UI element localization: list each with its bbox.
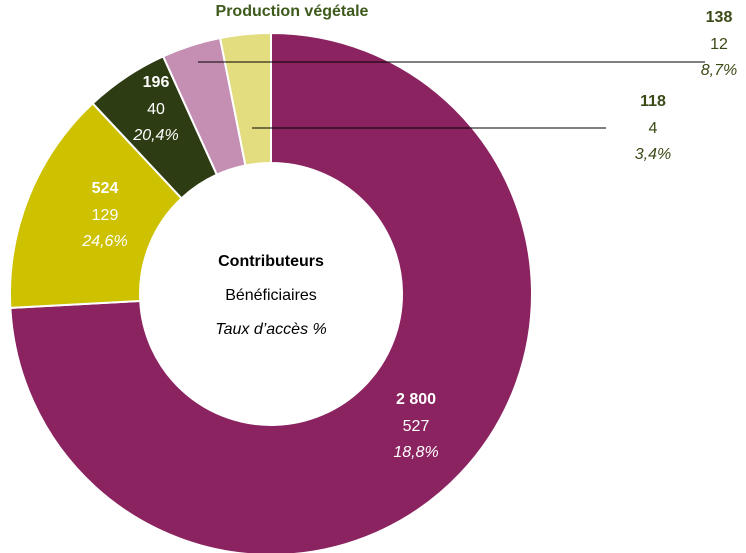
value-label: 524: [92, 180, 119, 197]
slices: [9, 31, 533, 553]
value-label: 118: [640, 93, 666, 110]
beneficiaries-label: 4: [649, 120, 658, 137]
rate-label: 3,4%: [635, 146, 671, 163]
rate-label: 18,8%: [393, 444, 438, 461]
value-label: 196: [143, 74, 170, 91]
value-label: 138: [706, 9, 733, 26]
donut-slice: [218, 31, 272, 167]
beneficiaries-label: 12: [710, 36, 728, 53]
chart-title: Production végétale: [216, 3, 369, 20]
beneficiaries-label: 129: [92, 207, 119, 224]
rate-label: 24,6%: [81, 233, 127, 250]
donut-slice: [9, 31, 533, 553]
beneficiaries-label: 40: [147, 101, 165, 118]
donut-slice: [9, 101, 183, 309]
center-label: Contributeurs: [218, 253, 324, 270]
center-label: Taux d’accès %: [215, 321, 326, 338]
beneficiaries-label: 527: [403, 418, 430, 435]
value-label: 2 800: [396, 391, 436, 408]
rate-label: 20,4%: [132, 127, 178, 144]
center-label: Bénéficiaires: [225, 287, 317, 304]
rate-label: 8,7%: [701, 62, 737, 79]
